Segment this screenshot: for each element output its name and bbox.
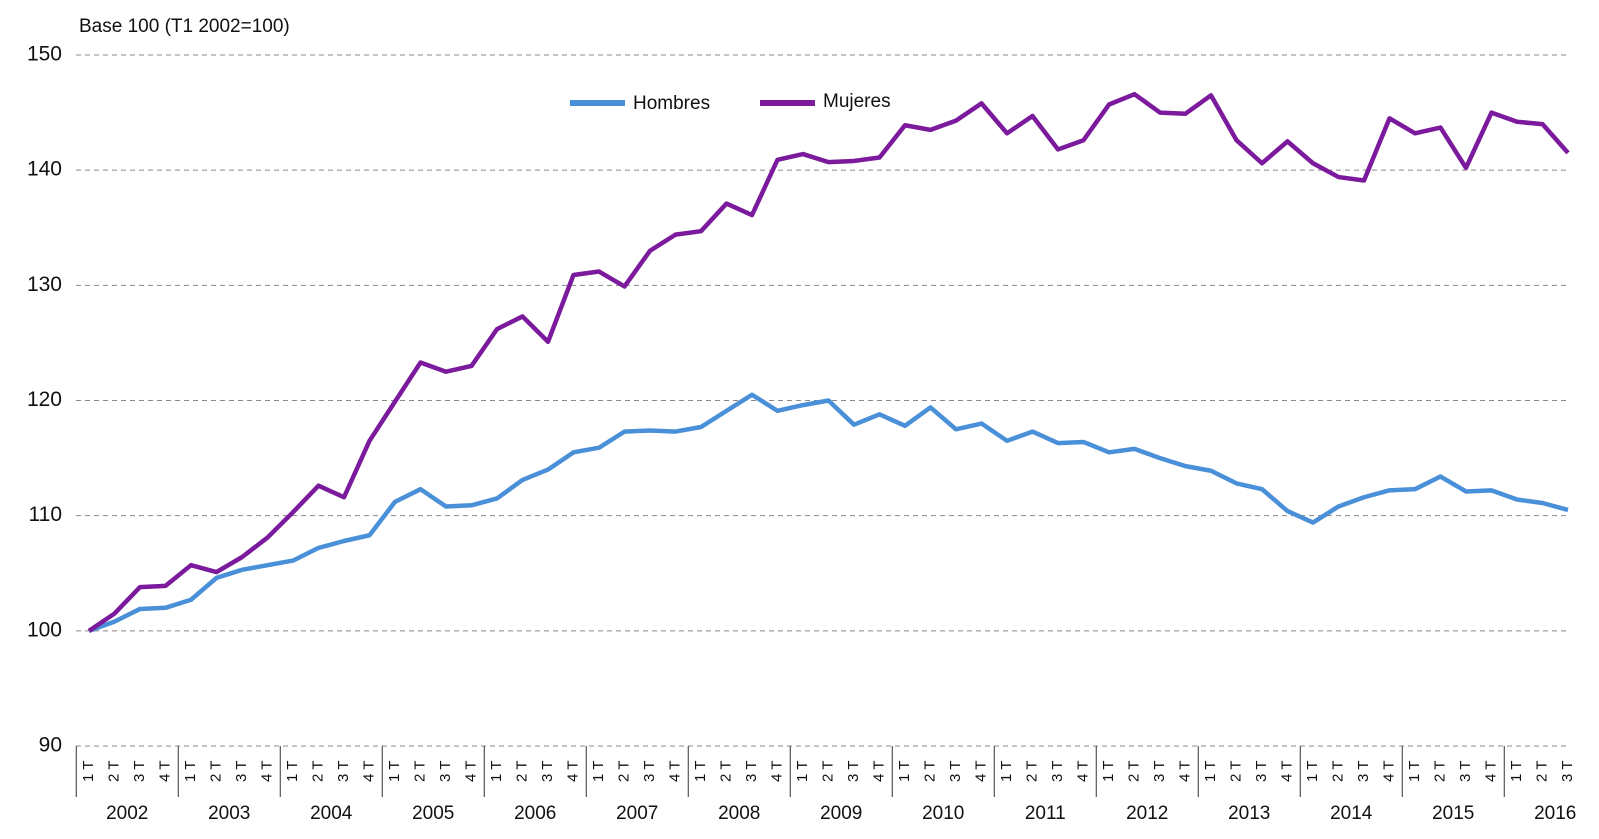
x-tick-label: 2 T [309, 761, 326, 782]
x-tick-label: 1 T [998, 761, 1015, 782]
year-label: 2008 [718, 803, 760, 824]
x-tick-label: 1 T [284, 761, 301, 782]
x-tick-label: 1 T [182, 761, 199, 782]
y-tick-label: 140 [27, 158, 62, 181]
x-tick-label: 3 T [539, 761, 556, 782]
x-tick-label: 2 T [411, 761, 428, 782]
x-tick-label: 3 T [131, 761, 148, 782]
x-tick-label: 2 T [819, 761, 836, 782]
year-label: 2002 [106, 803, 148, 824]
x-tick-label: 2 T [921, 761, 938, 782]
x-tick-label: 3 T [947, 761, 964, 782]
x-tick-label: 4 T [972, 761, 989, 782]
y-tick-label: 90 [39, 734, 62, 757]
x-tick-label: 3 T [335, 761, 352, 782]
x-tick-label: 2 T [105, 761, 122, 782]
x-tick-label: 1 T [794, 761, 811, 782]
x-tick-label: 4 T [360, 761, 377, 782]
year-label: 2005 [412, 803, 454, 824]
x-tick-label: 2 T [1023, 761, 1040, 782]
y-tick-label: 120 [27, 388, 62, 411]
x-tick-label: 1 T [590, 761, 607, 782]
y-tick-label: 130 [27, 273, 62, 296]
x-tick-label: 1 T [488, 761, 505, 782]
y-tick-label: 100 [27, 618, 62, 641]
x-tick-label: 2 T [1533, 761, 1550, 782]
axis-label: Base 100 (T1 2002=100) [79, 16, 290, 37]
x-tick-label: 4 T [1074, 761, 1091, 782]
y-tick-label: 110 [29, 503, 62, 526]
x-tick-label: 4 T [870, 761, 887, 782]
x-tick-label: 1 T [1406, 761, 1423, 782]
year-label: 2012 [1126, 803, 1168, 824]
x-tick-label: 3 T [437, 761, 454, 782]
series-line [88, 392, 1569, 633]
x-tick-label: 4 T [768, 761, 785, 782]
legend-label: Mujeres [823, 91, 891, 112]
x-tick-label: 4 T [258, 761, 275, 782]
x-tick-label: 2 T [717, 761, 734, 782]
x-tick-label: 4 T [1482, 761, 1499, 782]
x-tick-label: 4 T [156, 761, 173, 782]
x-tick-label: 4 T [564, 761, 581, 782]
x-tick-label: 3 T [641, 761, 658, 782]
year-label: 2004 [310, 803, 353, 824]
x-tick-label: 3 T [1151, 761, 1168, 782]
x-tick-label: 1 T [1202, 761, 1219, 782]
y-tick-label: 150 [27, 43, 62, 66]
x-tick-label: 3 T [1355, 761, 1372, 782]
x-tick-label: 1 T [1508, 761, 1525, 782]
x-tick-label: 2 T [1329, 761, 1346, 782]
x-tick-label: 3 T [743, 761, 760, 782]
x-tick-label: 2 T [1125, 761, 1142, 782]
x-tick-label: 1 T [896, 761, 913, 782]
x-tick-label: 4 T [462, 761, 479, 782]
x-tick-label: 2 T [1227, 761, 1244, 782]
x-tick-label: 2 T [207, 761, 224, 782]
x-tick-label: 1 T [1100, 761, 1117, 782]
x-tick-label: 4 T [1380, 761, 1397, 782]
year-label: 2007 [616, 803, 658, 824]
year-label: 2010 [922, 803, 964, 824]
x-tick-label: 4 T [1176, 761, 1193, 782]
x-tick-label: 2 T [1431, 761, 1448, 782]
x-tick-label: 1 T [80, 761, 97, 782]
x-tick-label: 3 T [1457, 761, 1474, 782]
x-tick-label: 1 T [692, 761, 709, 782]
x-tick-label: 3 T [1049, 761, 1066, 782]
legend-label: Hombres [633, 93, 710, 114]
x-tick-label: 1 T [1304, 761, 1321, 782]
x-tick-label: 1 T [386, 761, 403, 782]
x-tick-label: 3 T [845, 761, 862, 782]
year-label: 2014 [1330, 803, 1373, 824]
x-tick-label: 3 T [1559, 761, 1576, 782]
year-label: 2003 [208, 803, 250, 824]
x-tick-label: 3 T [1253, 761, 1270, 782]
series-line [87, 91, 1570, 633]
year-label: 2009 [820, 803, 862, 824]
x-tick-label: 4 T [666, 761, 683, 782]
x-tick-label: 2 T [513, 761, 530, 782]
year-label: 2006 [514, 803, 556, 824]
year-label: 2013 [1228, 803, 1270, 824]
x-tick-label: 3 T [233, 761, 250, 782]
year-label: 2015 [1432, 803, 1474, 824]
x-tick-label: 2 T [615, 761, 632, 782]
year-label: 2016 [1534, 803, 1576, 824]
x-tick-label: 4 T [1278, 761, 1295, 782]
year-label: 2011 [1025, 803, 1066, 824]
